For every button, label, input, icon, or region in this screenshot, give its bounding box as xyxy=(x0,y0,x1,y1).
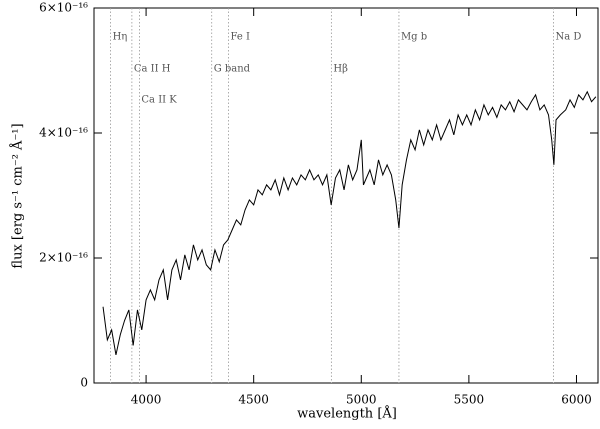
feature-label: Na D xyxy=(555,32,581,43)
y-tick-label: 6×10⁻¹⁶ xyxy=(39,1,88,15)
feature-label: Ca II H xyxy=(134,64,171,75)
y-axis-label: flux [erg s⁻¹ cm⁻² Å⁻¹] xyxy=(10,123,26,268)
y-tick-label: 4×10⁻¹⁶ xyxy=(39,126,88,140)
feature-label: Hβ xyxy=(333,64,348,75)
x-tick-label: 5000 xyxy=(346,393,377,407)
plot-frame xyxy=(93,7,599,384)
feature-label: Mg b xyxy=(401,32,427,43)
feature-label: G band xyxy=(214,64,251,75)
y-tick-label: 0 xyxy=(80,376,88,390)
feature-label: Hη xyxy=(113,32,128,43)
x-tick-label: 5500 xyxy=(454,393,485,407)
y-tick-label: 2×10⁻¹⁶ xyxy=(39,251,88,265)
x-axis-label: wavelength [Å] xyxy=(297,406,397,422)
x-tick-label: 4000 xyxy=(131,393,162,407)
x-tick-label: 6000 xyxy=(561,393,592,407)
feature-label: Ca II K xyxy=(141,95,177,106)
feature-label: Fe I xyxy=(231,32,250,43)
spectrum-line xyxy=(102,90,597,355)
x-tick-label: 4500 xyxy=(238,393,269,407)
